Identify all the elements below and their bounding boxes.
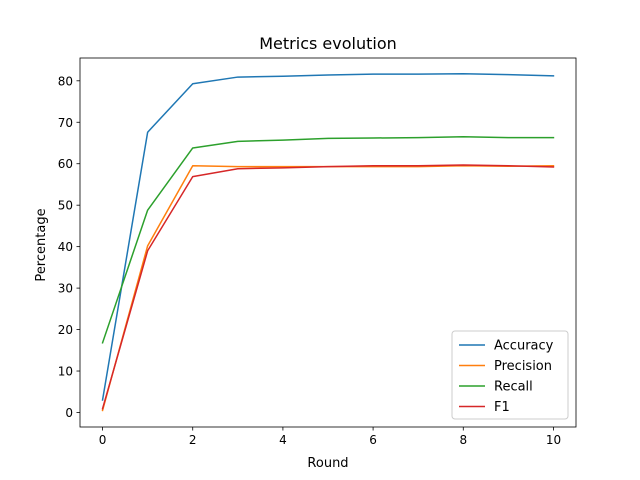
y-tick-label: 40	[58, 240, 73, 254]
legend-box	[451, 330, 569, 420]
x-tick-label: 6	[369, 433, 377, 447]
x-tick-label: 2	[189, 433, 197, 447]
legend-label-recall: Recall	[494, 380, 533, 395]
y-tick-label: 10	[58, 365, 73, 379]
legend-label-f1: F1	[494, 400, 510, 415]
y-tick-label: 80	[58, 74, 73, 88]
y-tick-label: 70	[58, 116, 73, 130]
y-tick-label: 50	[58, 199, 73, 213]
legend-label-accuracy: Accuracy	[494, 339, 554, 354]
y-tick-label: 20	[58, 323, 73, 337]
axes-frame	[79, 57, 577, 428]
y-axis-label: Percentage	[34, 208, 49, 281]
x-axis-label: Round	[307, 456, 348, 471]
chart-title: Metrics evolution	[259, 34, 397, 53]
series-line-recall	[101, 136, 555, 344]
y-tick-label: 0	[65, 406, 73, 420]
legend: Accuracy Precision Recall F1	[451, 330, 569, 420]
legend-label-precision: Precision	[494, 359, 552, 374]
x-tick-label: 8	[459, 433, 467, 447]
x-tick-label: 10	[546, 433, 561, 447]
series-line-f1	[101, 164, 555, 410]
x-tick-label: 0	[99, 433, 107, 447]
x-tick-label: 4	[279, 433, 287, 447]
series-line-accuracy	[101, 73, 555, 401]
plot-area: 0 2 4 6 8 10 0 10 20 30 40 50 60 70 80	[58, 57, 577, 447]
y-tick-label: 60	[58, 157, 73, 171]
y-tick-label: 30	[58, 282, 73, 296]
